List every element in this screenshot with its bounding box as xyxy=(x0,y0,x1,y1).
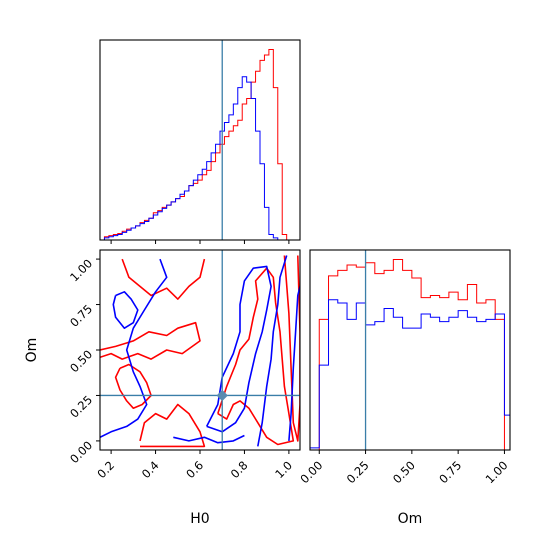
h0-tick-label-2: 0.6 xyxy=(183,458,206,481)
om-x-tick-label-0: 0.00 xyxy=(297,458,325,486)
h0-histogram-blue xyxy=(103,76,300,241)
contour-blue-4 xyxy=(257,255,288,447)
contour-red-4 xyxy=(217,267,295,446)
joint-panel xyxy=(99,249,301,451)
om-x-tick-label-3: 0.75 xyxy=(436,458,464,486)
joint-truth-marker xyxy=(216,389,228,402)
contour-blue-0 xyxy=(100,258,168,439)
om-x-tick-label-2: 0.50 xyxy=(390,458,418,486)
h0-tick-label-4: 1.0 xyxy=(272,458,295,481)
om-x-tick-label-1: 0.25 xyxy=(344,458,372,486)
om-x-tick-label-4: 1.00 xyxy=(483,458,511,486)
h0-marginal-panel xyxy=(99,39,301,241)
om-y-tick-label-1: 0.25 xyxy=(67,393,95,421)
h0-histogram-red xyxy=(103,49,300,241)
h0-axis-label: H0 xyxy=(190,511,209,527)
om-histogram-blue xyxy=(309,299,511,450)
contour-red-5 xyxy=(283,255,300,442)
contour-blue-5 xyxy=(288,286,300,441)
contour-red-1 xyxy=(114,363,152,410)
contour-blue-1 xyxy=(112,290,139,330)
contour-red-3 xyxy=(121,258,206,300)
om-marginal-panel xyxy=(309,249,511,451)
om-y-tick-label-4: 1.00 xyxy=(67,256,95,284)
om-histogram-frame xyxy=(309,249,511,451)
om-y-tick-label-0: 0.00 xyxy=(67,438,95,466)
h0-tick-label-3: 0.8 xyxy=(228,458,251,481)
contour-blue-3 xyxy=(205,265,272,433)
om-histogram-red xyxy=(310,259,510,451)
h0-histogram-frame xyxy=(99,39,301,241)
h0-tick-label-0: 0.2 xyxy=(94,458,117,481)
contour-blue-2 xyxy=(173,434,245,444)
om-axis-label-x: Om xyxy=(398,511,423,527)
contour-red-2 xyxy=(139,403,206,448)
om-y-tick-label-3: 0.75 xyxy=(67,302,95,330)
contour-red-0 xyxy=(100,321,201,360)
h0-tick-label-1: 0.4 xyxy=(139,458,162,481)
om-axis-label-y: Om xyxy=(24,338,40,363)
om-y-tick-label-2: 0.50 xyxy=(67,347,95,375)
